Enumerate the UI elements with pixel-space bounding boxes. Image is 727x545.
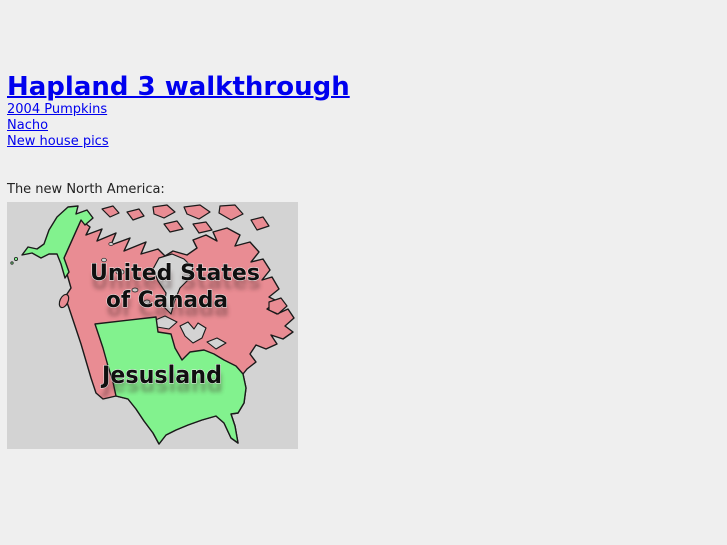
hudson-bay <box>152 253 194 315</box>
map-label-shadow: United States <box>91 270 261 295</box>
map-label-of-canada: of Canada <box>106 288 228 313</box>
page-title: Hapland 3 walkthrough <box>7 72 727 102</box>
nav-link-row: Nacho <box>7 118 727 134</box>
map-label-united-states: United States <box>90 261 260 286</box>
map-label-shadow: Jesusland <box>101 370 223 398</box>
north-america-map-image: United States of Canada Jesusland United… <box>7 202 298 449</box>
alaska-region <box>21 205 94 279</box>
link-2004-pumpkins[interactable]: 2004 Pumpkins <box>7 102 108 117</box>
inland-lakes <box>101 242 151 305</box>
map-label-jesusland: Jesusland <box>100 361 222 389</box>
link-nacho[interactable]: Nacho <box>7 118 49 133</box>
great-lakes <box>152 315 227 350</box>
jesusland-region <box>94 316 247 445</box>
intro-text: The new North America: <box>7 182 165 197</box>
post-title-link[interactable]: Hapland 3 walkthrough <box>7 72 350 102</box>
map-label-shadow: of Canada <box>107 297 229 322</box>
nav-link-row: New house pics <box>7 134 727 150</box>
link-new-house-pics[interactable]: New house pics <box>7 134 109 149</box>
aleutian-islands <box>10 257 19 265</box>
nav-link-row: 2004 Pumpkins <box>7 102 727 118</box>
arctic-islands <box>58 204 288 315</box>
